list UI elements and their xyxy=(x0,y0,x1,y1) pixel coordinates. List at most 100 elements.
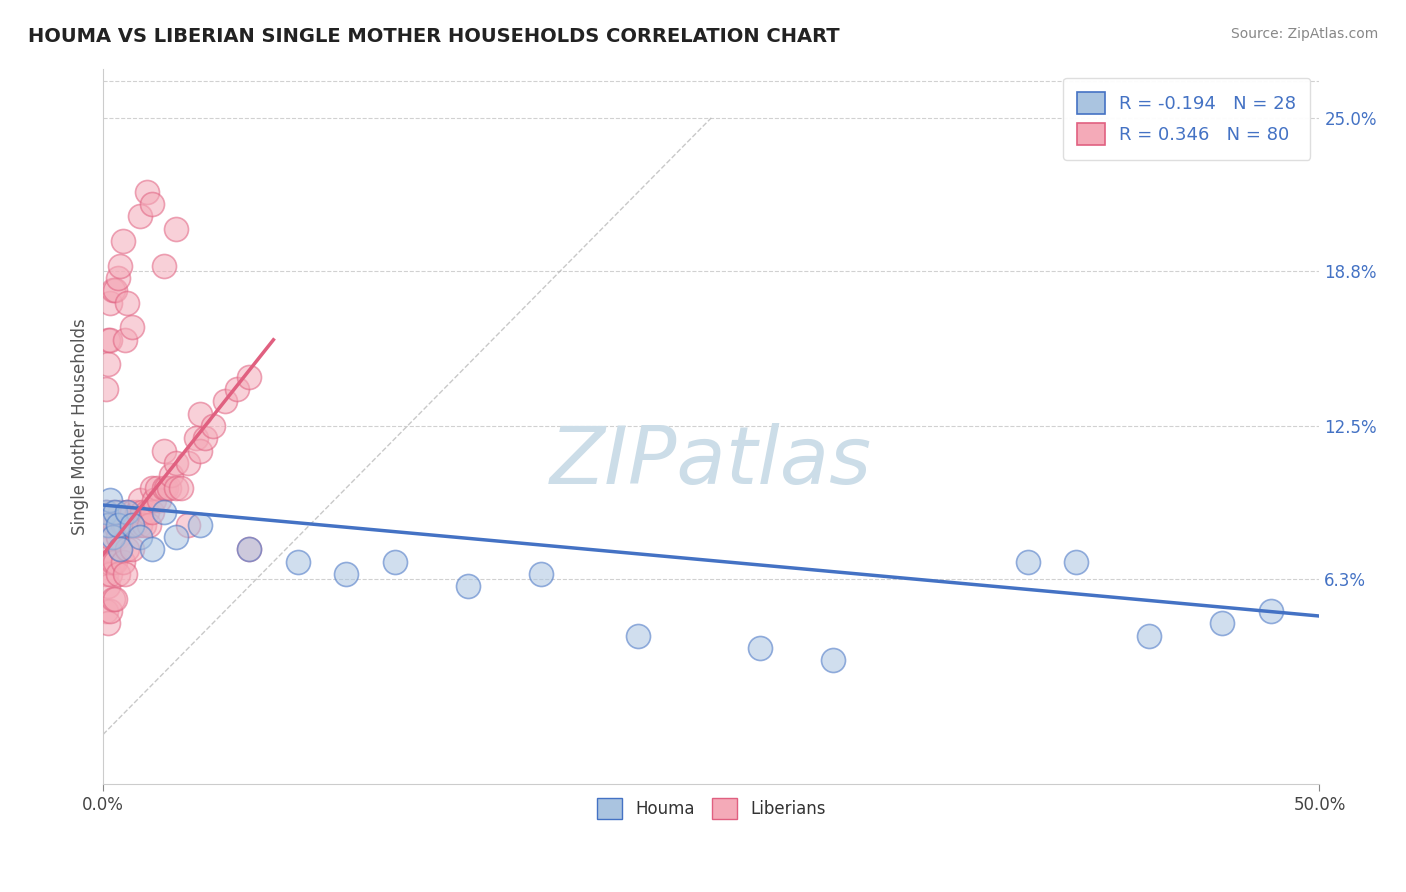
Point xyxy=(121,542,143,557)
Point xyxy=(127,505,149,519)
Point xyxy=(117,542,139,557)
Point xyxy=(457,579,479,593)
Point xyxy=(141,481,163,495)
Point xyxy=(128,517,150,532)
Point xyxy=(184,432,207,446)
Point xyxy=(160,468,183,483)
Point xyxy=(148,493,170,508)
Point xyxy=(114,567,136,582)
Point xyxy=(141,197,163,211)
Point xyxy=(101,284,124,298)
Point xyxy=(101,555,124,569)
Point xyxy=(170,481,193,495)
Point xyxy=(107,517,129,532)
Point xyxy=(104,517,127,532)
Point xyxy=(143,493,166,508)
Point xyxy=(97,579,120,593)
Point xyxy=(97,616,120,631)
Point xyxy=(157,481,180,495)
Point xyxy=(335,567,357,582)
Point xyxy=(101,505,124,519)
Point xyxy=(153,259,176,273)
Point xyxy=(134,517,156,532)
Point xyxy=(114,517,136,532)
Point xyxy=(128,530,150,544)
Point xyxy=(108,505,131,519)
Point xyxy=(97,333,120,347)
Point xyxy=(107,530,129,544)
Point xyxy=(145,481,167,495)
Point xyxy=(177,456,200,470)
Point xyxy=(226,382,249,396)
Point xyxy=(121,505,143,519)
Point xyxy=(138,517,160,532)
Point xyxy=(177,517,200,532)
Point xyxy=(128,493,150,508)
Point xyxy=(153,481,176,495)
Point xyxy=(124,517,146,532)
Point xyxy=(190,407,212,421)
Point xyxy=(108,542,131,557)
Point xyxy=(94,382,117,396)
Point xyxy=(117,505,139,519)
Point xyxy=(104,591,127,606)
Point xyxy=(214,394,236,409)
Text: Source: ZipAtlas.com: Source: ZipAtlas.com xyxy=(1230,27,1378,41)
Point xyxy=(100,333,122,347)
Text: HOUMA VS LIBERIAN SINGLE MOTHER HOUSEHOLDS CORRELATION CHART: HOUMA VS LIBERIAN SINGLE MOTHER HOUSEHOL… xyxy=(28,27,839,45)
Point xyxy=(121,320,143,334)
Point xyxy=(104,505,127,519)
Point xyxy=(101,591,124,606)
Point xyxy=(530,567,553,582)
Point xyxy=(94,604,117,618)
Point xyxy=(1017,555,1039,569)
Point xyxy=(111,234,134,248)
Point xyxy=(94,542,117,557)
Point xyxy=(165,222,187,236)
Y-axis label: Single Mother Households: Single Mother Households xyxy=(72,318,89,534)
Point xyxy=(121,517,143,532)
Point xyxy=(749,641,772,656)
Point xyxy=(104,284,127,298)
Point xyxy=(94,505,117,519)
Point xyxy=(194,432,217,446)
Point xyxy=(141,542,163,557)
Point xyxy=(201,419,224,434)
Point xyxy=(165,530,187,544)
Point xyxy=(97,358,120,372)
Point xyxy=(97,517,120,532)
Point xyxy=(153,505,176,519)
Point xyxy=(238,542,260,557)
Point xyxy=(135,185,157,199)
Point xyxy=(384,555,406,569)
Point xyxy=(153,443,176,458)
Point xyxy=(287,555,309,569)
Point xyxy=(111,555,134,569)
Point xyxy=(118,517,141,532)
Point xyxy=(94,567,117,582)
Point xyxy=(100,493,122,508)
Point xyxy=(190,443,212,458)
Point xyxy=(117,505,139,519)
Point xyxy=(627,629,650,643)
Point xyxy=(114,333,136,347)
Point xyxy=(1064,555,1087,569)
Point xyxy=(238,369,260,384)
Point xyxy=(1211,616,1233,631)
Point xyxy=(100,295,122,310)
Point xyxy=(165,456,187,470)
Point xyxy=(128,210,150,224)
Point xyxy=(1260,604,1282,618)
Point xyxy=(107,271,129,285)
Point xyxy=(135,505,157,519)
Point xyxy=(107,567,129,582)
Point xyxy=(1137,629,1160,643)
Point xyxy=(117,295,139,310)
Point xyxy=(141,505,163,519)
Point xyxy=(108,542,131,557)
Point xyxy=(101,530,124,544)
Point xyxy=(131,505,153,519)
Text: ZIPatlas: ZIPatlas xyxy=(550,423,872,501)
Point xyxy=(190,517,212,532)
Point xyxy=(108,259,131,273)
